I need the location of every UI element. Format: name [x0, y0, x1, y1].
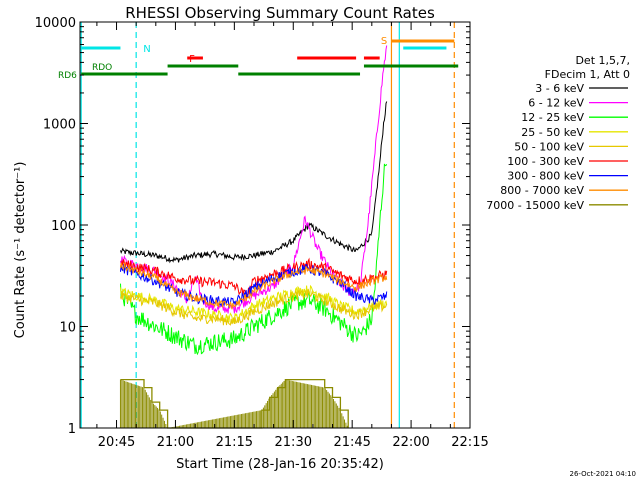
chart-title: RHESSI Observing Summary Count Rates: [125, 4, 435, 22]
series-line: [120, 257, 388, 301]
x-tick-label: 21:00: [157, 435, 194, 450]
rdo-flag-label: RDO: [92, 63, 112, 73]
series-group: [119, 378, 349, 429]
legend: Det 1,5,7, FDecim 1, Att 0 3 - 6 keV 6 - …: [486, 54, 630, 212]
legend-label: 50 - 100 keV: [514, 140, 584, 153]
x-tick-label: 22:00: [392, 435, 429, 450]
x-tick-label: 21:30: [275, 435, 312, 450]
x-tick-label: 20:45: [98, 435, 135, 450]
series-line: [120, 101, 388, 264]
series-group: [120, 288, 388, 326]
y-axis-label: Count Rate (s⁻¹ detector⁻¹): [13, 162, 28, 339]
flare-flag-label: F: [189, 54, 195, 65]
series-group: [120, 257, 388, 301]
y-tick-label: 1: [68, 422, 76, 437]
series-line: [120, 262, 388, 310]
y-tick-label: 10: [59, 321, 76, 336]
legend-label: 100 - 300 keV: [507, 155, 584, 168]
legend-label: 800 - 7000 keV: [500, 184, 584, 197]
legend-header-line-2: FDecim 1, Att 0: [545, 68, 630, 81]
legend-label: 12 - 25 keV: [521, 111, 584, 124]
rd6-flag-label: RD6: [58, 71, 77, 81]
series-line: [120, 163, 388, 356]
series-group: [120, 262, 388, 310]
plot-area: N F S RDO RD6: [58, 21, 471, 429]
x-tick-label: 21:15: [216, 435, 253, 450]
legend-label: 300 - 800 keV: [507, 170, 584, 183]
legend-label: 6 - 12 keV: [528, 97, 584, 110]
x-axis-label: Start Time (28-Jan-16 20:35:42): [176, 457, 384, 472]
y-axis: 1 10 100 1000 10000: [35, 16, 470, 437]
y-tick-label: 10000: [35, 16, 76, 31]
series-group: [120, 163, 388, 356]
series-group: [120, 101, 388, 264]
legend-label: 25 - 50 keV: [521, 126, 584, 139]
x-tick-label: 22:15: [451, 435, 488, 450]
y-tick-label: 100: [51, 219, 76, 234]
legend-header-line-1: Det 1,5,7,: [575, 54, 630, 67]
legend-label: 3 - 6 keV: [535, 82, 584, 95]
series-line: [120, 45, 388, 314]
footer-date: 26-Oct-2021 04:10: [570, 470, 636, 478]
series-group: [120, 45, 388, 314]
night-flag-label: N: [143, 44, 150, 55]
x-axis: 20:45 21:00 21:15 21:30 21:45 22:00 22:15: [96, 22, 489, 450]
x-tick-label: 21:45: [333, 435, 370, 450]
y-tick-label: 1000: [43, 118, 76, 133]
legend-label: 7000 - 15000 keV: [486, 199, 584, 212]
series-line: [120, 288, 388, 326]
saa-flag-label: S: [381, 36, 387, 47]
